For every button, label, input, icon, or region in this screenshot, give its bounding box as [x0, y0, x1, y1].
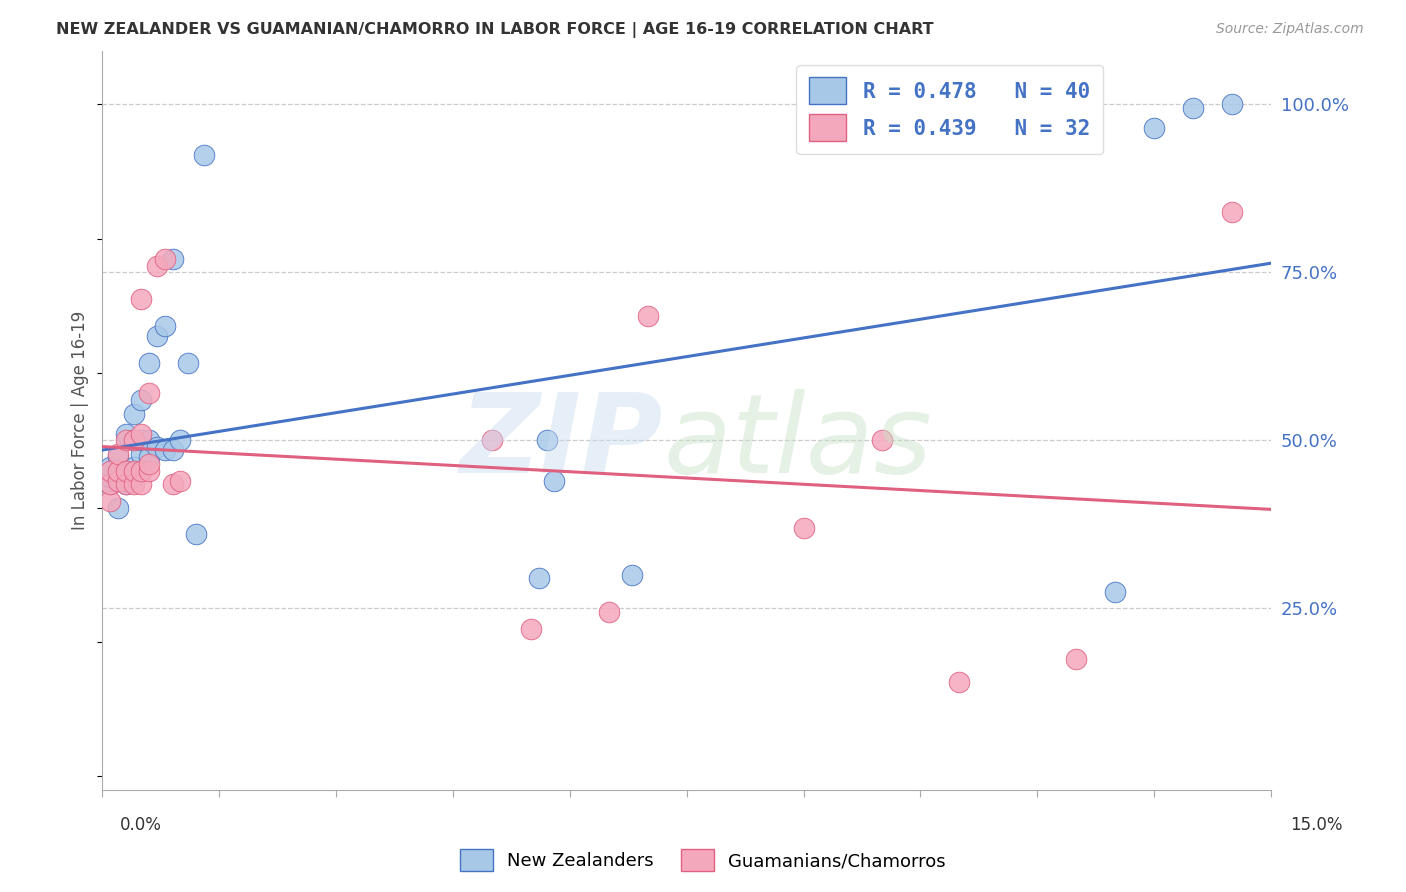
Point	[1182, 101, 1205, 115]
Point	[131, 293, 153, 307]
Point	[177, 356, 200, 370]
Point	[131, 426, 153, 441]
Point	[481, 434, 503, 448]
Point	[107, 464, 129, 478]
Point	[131, 477, 153, 491]
Text: ZIP: ZIP	[460, 389, 664, 496]
Text: Source: ZipAtlas.com: Source: ZipAtlas.com	[1216, 22, 1364, 37]
Point	[122, 477, 145, 491]
Point	[107, 464, 129, 478]
Point	[793, 521, 815, 535]
Point	[162, 477, 184, 491]
Point	[637, 309, 659, 323]
Point	[122, 460, 145, 475]
Point	[1066, 652, 1088, 666]
Point	[131, 447, 153, 461]
Point	[536, 434, 558, 448]
Point	[122, 470, 145, 484]
Point	[114, 434, 136, 448]
Point	[98, 470, 121, 484]
Point	[107, 474, 129, 488]
Point	[146, 440, 169, 454]
Text: 15.0%: 15.0%	[1291, 816, 1343, 834]
Point	[114, 477, 136, 491]
Point	[131, 393, 153, 408]
Point	[107, 474, 129, 488]
Point	[138, 450, 160, 465]
Point	[122, 464, 145, 478]
Point	[146, 259, 169, 273]
Point	[153, 319, 176, 334]
Point	[138, 356, 160, 370]
Point	[621, 567, 644, 582]
Legend: New Zealanders, Guamanians/Chamorros: New Zealanders, Guamanians/Chamorros	[453, 842, 953, 879]
Point	[114, 477, 136, 491]
Point	[114, 474, 136, 488]
Point	[520, 622, 543, 636]
Point	[543, 474, 565, 488]
Point	[870, 434, 893, 448]
Point	[138, 457, 160, 471]
Point	[527, 571, 550, 585]
Point	[948, 675, 970, 690]
Point	[1220, 205, 1243, 219]
Point	[162, 252, 184, 266]
Point	[107, 500, 129, 515]
Point	[138, 386, 160, 401]
Point	[98, 477, 121, 491]
Point	[1220, 97, 1243, 112]
Point	[146, 329, 169, 343]
Point	[169, 434, 191, 448]
Point	[153, 443, 176, 458]
Point	[138, 434, 160, 448]
Point	[193, 148, 215, 162]
Text: atlas: atlas	[664, 389, 932, 496]
Legend: R = 0.478   N = 40, R = 0.439   N = 32: R = 0.478 N = 40, R = 0.439 N = 32	[796, 65, 1102, 153]
Point	[153, 252, 176, 266]
Point	[169, 474, 191, 488]
Point	[1143, 120, 1166, 135]
Point	[98, 460, 121, 475]
Point	[122, 434, 145, 448]
Point	[107, 450, 129, 465]
Point	[131, 464, 153, 478]
Point	[114, 464, 136, 478]
Point	[598, 605, 620, 619]
Point	[162, 443, 184, 458]
Point	[138, 464, 160, 478]
Point	[114, 426, 136, 441]
Point	[98, 477, 121, 491]
Point	[114, 464, 136, 478]
Y-axis label: In Labor Force | Age 16-19: In Labor Force | Age 16-19	[72, 310, 89, 530]
Point	[107, 447, 129, 461]
Point	[122, 407, 145, 421]
Point	[131, 434, 153, 448]
Point	[98, 493, 121, 508]
Point	[122, 434, 145, 448]
Point	[1104, 584, 1126, 599]
Point	[131, 464, 153, 478]
Text: NEW ZEALANDER VS GUAMANIAN/CHAMORRO IN LABOR FORCE | AGE 16-19 CORRELATION CHART: NEW ZEALANDER VS GUAMANIAN/CHAMORRO IN L…	[56, 22, 934, 38]
Point	[184, 527, 207, 541]
Point	[98, 464, 121, 478]
Text: 0.0%: 0.0%	[120, 816, 162, 834]
